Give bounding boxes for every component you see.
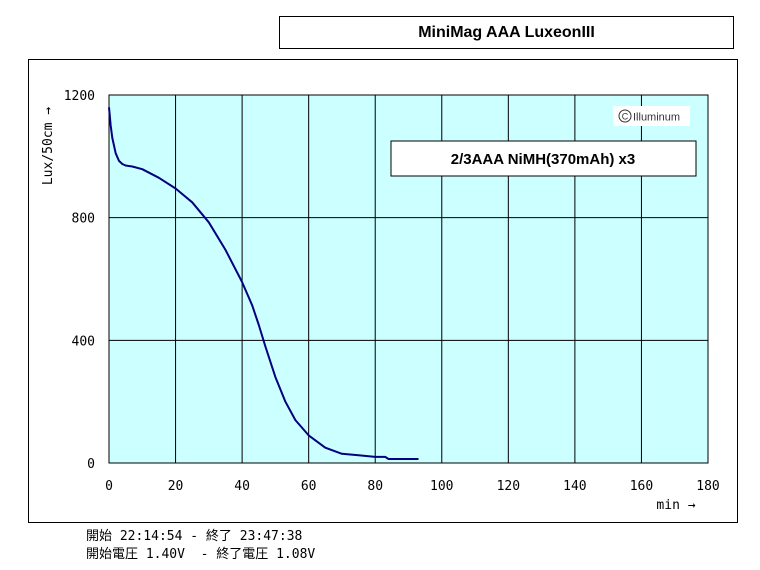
chart-title-text: MiniMag AAA LuxeonIII bbox=[418, 23, 595, 41]
x-tick-label: 160 bbox=[630, 479, 653, 494]
plot-border bbox=[108, 94, 709, 464]
footer: 開始 22:14:54 - 終了 23:47:38 開始電圧 1.40V - 終了… bbox=[86, 528, 315, 564]
y-tick-label: 800 bbox=[72, 212, 95, 227]
watermark-text: Illuminum bbox=[633, 112, 680, 124]
tick-labels: 0 20 40 60 80 100 120 140 160 180 0 400 800 1200 bbox=[64, 89, 720, 494]
footer-line-1: 開始 22:14:54 - 終了 23:47:38 bbox=[86, 529, 303, 544]
x-tick-label: 60 bbox=[301, 479, 317, 494]
annotation-box: 2/3AAA NiMH(370mAh) x3 bbox=[390, 140, 697, 177]
y-tick-label: 1200 bbox=[64, 89, 95, 104]
series-line bbox=[108, 107, 419, 460]
series-layer bbox=[108, 107, 419, 460]
y-tick-label: 400 bbox=[72, 334, 95, 349]
x-axis-label: min → bbox=[656, 498, 695, 513]
grid-lines bbox=[108, 94, 709, 464]
x-tick-label: 80 bbox=[367, 479, 383, 494]
svg-text:C: C bbox=[622, 112, 629, 122]
annotation-text: 2/3AAA NiMH(370mAh) x3 bbox=[451, 151, 636, 168]
x-tick-label: 140 bbox=[563, 479, 586, 494]
x-tick-label: 100 bbox=[430, 479, 453, 494]
watermark: C Illuminum bbox=[613, 106, 690, 126]
copyright-icon bbox=[618, 109, 632, 123]
x-tick-label: 40 bbox=[234, 479, 250, 494]
y-axis-label: Lux/50cm → bbox=[41, 107, 56, 185]
chart-title: MiniMag AAA LuxeonIII bbox=[279, 16, 734, 49]
x-tick-label: 20 bbox=[168, 479, 184, 494]
footer-line-2: 開始電圧 1.40V - 終了電圧 1.08V bbox=[86, 547, 316, 562]
x-tick-label: 180 bbox=[696, 479, 719, 494]
x-tick-label: 120 bbox=[497, 479, 520, 494]
y-tick-label: 0 bbox=[87, 457, 95, 472]
x-tick-label: 0 bbox=[105, 479, 113, 494]
